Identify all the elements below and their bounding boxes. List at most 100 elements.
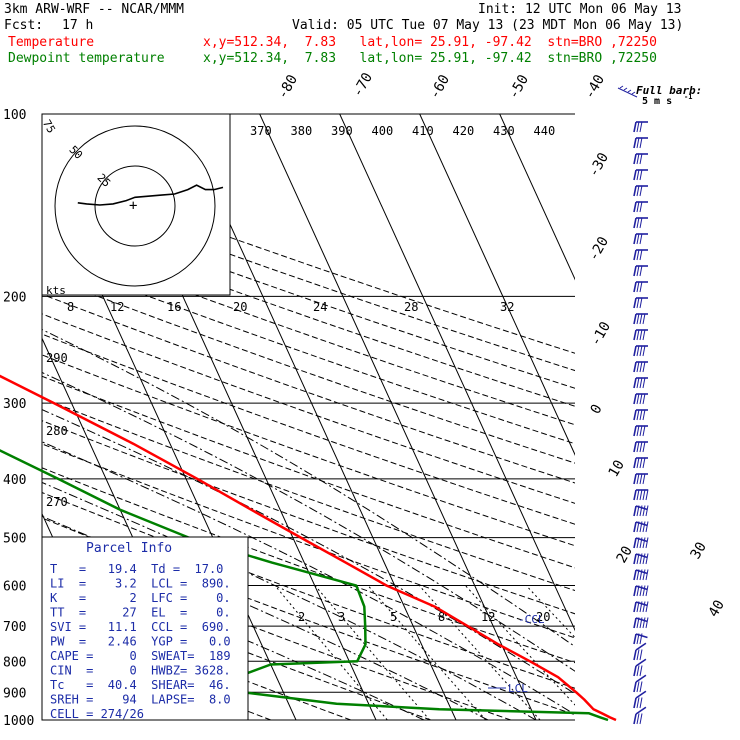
temperature-legend-label: Temperature xyxy=(8,35,95,50)
wind-barb-feather xyxy=(639,553,643,565)
wind-barb-feather xyxy=(639,409,643,421)
wind-barb-feather xyxy=(636,489,640,501)
wind-barb-feather xyxy=(645,601,649,613)
wind-barb-flag xyxy=(633,393,637,405)
forecast-hour: 17 h xyxy=(62,18,94,33)
wind-barb-feather xyxy=(639,249,643,261)
theta-label: 370 xyxy=(250,124,272,138)
parcel-info-title: Parcel Info xyxy=(86,541,172,556)
wind-barb-feather xyxy=(636,697,640,709)
wind-barb-feather xyxy=(636,201,640,213)
wind-barb-flag xyxy=(633,137,637,149)
pressure-tick-label: 800 xyxy=(3,655,26,670)
pressure-tick-label: 700 xyxy=(3,620,26,635)
wind-barb-flag xyxy=(633,681,637,693)
wind-barb-flag xyxy=(633,569,637,581)
wind-barb-feather xyxy=(639,297,643,309)
wind-barb-feather xyxy=(645,553,649,565)
wind-barb-flag xyxy=(633,665,637,677)
dry-adiabat xyxy=(42,443,575,639)
hodo-speed-label: 12 xyxy=(110,300,124,314)
theta-label: 380 xyxy=(291,124,313,138)
moist-adiabat xyxy=(42,441,575,716)
parcel-info-row: T = 19.4 Td = 17.0 xyxy=(50,562,223,576)
wind-barb-flag xyxy=(633,473,637,485)
dry-adiabat xyxy=(42,293,575,484)
wind-barb-feather xyxy=(636,441,640,453)
wind-barb-feather xyxy=(636,537,640,549)
wind-barb-feather xyxy=(639,425,643,437)
barb-legend-icon xyxy=(617,85,638,98)
dry-adiabat xyxy=(42,219,575,407)
wind-barb-feather xyxy=(642,457,646,469)
wind-barb xyxy=(635,674,647,683)
wind-barb-feather xyxy=(642,377,646,389)
wind-barb-feather xyxy=(636,713,640,725)
wind-barb-feather xyxy=(642,409,646,421)
wind-barb xyxy=(635,706,647,715)
isotherm xyxy=(259,114,537,720)
pressure-tick-label: 400 xyxy=(3,473,26,488)
wind-barb-flag xyxy=(633,649,637,661)
wind-barb-feather xyxy=(639,217,643,229)
isotherm-label: -70 xyxy=(350,70,377,100)
mixing-ratio-lines xyxy=(274,585,575,720)
wind-barb-flag xyxy=(633,585,637,597)
wind-barb-feather xyxy=(636,121,640,133)
wind-barb-feather xyxy=(636,457,640,469)
parcel-info-row: SVI = 11.1 CCL = 690. xyxy=(50,620,231,634)
wind-barb-feather xyxy=(639,633,643,645)
dry-adiabat xyxy=(42,375,575,569)
theta-label: 280 xyxy=(46,424,68,438)
wind-barb-feather xyxy=(636,681,640,693)
forecast-label: Fcst: xyxy=(4,18,44,33)
wind-barb-feather xyxy=(639,601,643,613)
wind-barb-flag xyxy=(633,313,637,325)
wind-barb-feather xyxy=(639,233,643,245)
wind-barb-feather xyxy=(642,521,646,533)
ccl-annotation: -CCL xyxy=(518,613,545,626)
wind-barb-feather xyxy=(639,537,643,549)
wind-barb-feather xyxy=(636,585,640,597)
hodo-speed-label: 24 xyxy=(313,300,327,314)
dewpoint-legend-label: Dewpoint temperature xyxy=(8,51,165,66)
isotherm-label: -10 xyxy=(588,319,615,349)
parcel-info-row: CAPE = 0 SWEAT= 189 xyxy=(50,649,231,663)
moist-adiabat xyxy=(42,553,425,720)
wind-barb-feather xyxy=(645,537,649,549)
wind-barb-feather xyxy=(639,489,643,501)
init-time: Init: 12 UTC Mon 06 May 13 xyxy=(478,2,682,17)
parcel-info-row: K = 2 LFC = 0. xyxy=(50,591,231,605)
wind-barb-feather xyxy=(639,713,643,725)
wind-barb-feather xyxy=(642,473,646,485)
wind-barb-feather xyxy=(639,665,643,677)
wind-barb-feather xyxy=(636,249,640,261)
barb-legend-exp: -1 xyxy=(684,93,692,101)
theta-label: 270 xyxy=(46,495,68,509)
wind-barb-feather xyxy=(639,457,643,469)
dry-adiabat xyxy=(42,202,575,389)
wind-barb-feather xyxy=(645,521,649,533)
dry-adiabat xyxy=(42,313,575,504)
dry-adiabat xyxy=(42,397,575,592)
dry-adiabat xyxy=(42,333,575,525)
wind-barb-flag xyxy=(633,361,637,373)
dry-adiabat-lines xyxy=(42,168,575,720)
isotherm-label: 40 xyxy=(706,597,728,620)
wind-barb-feather xyxy=(639,169,643,181)
wind-barb-feather xyxy=(642,441,646,453)
wind-barb-flag xyxy=(633,281,637,293)
wind-barb-feather xyxy=(636,521,640,533)
wind-barb xyxy=(635,642,647,651)
wind-barb-feather xyxy=(639,313,643,325)
hodo-speed-label: 20 xyxy=(233,300,247,314)
isotherm xyxy=(499,114,575,281)
wind-barb-flag xyxy=(633,201,637,213)
isotherm-label: -60 xyxy=(427,72,454,102)
wind-barb-feather xyxy=(642,601,646,613)
isotherm-label: -40 xyxy=(582,72,609,102)
pressure-tick-label: 200 xyxy=(3,290,26,305)
wind-barb xyxy=(635,690,647,699)
wind-barb-feather xyxy=(636,233,640,245)
